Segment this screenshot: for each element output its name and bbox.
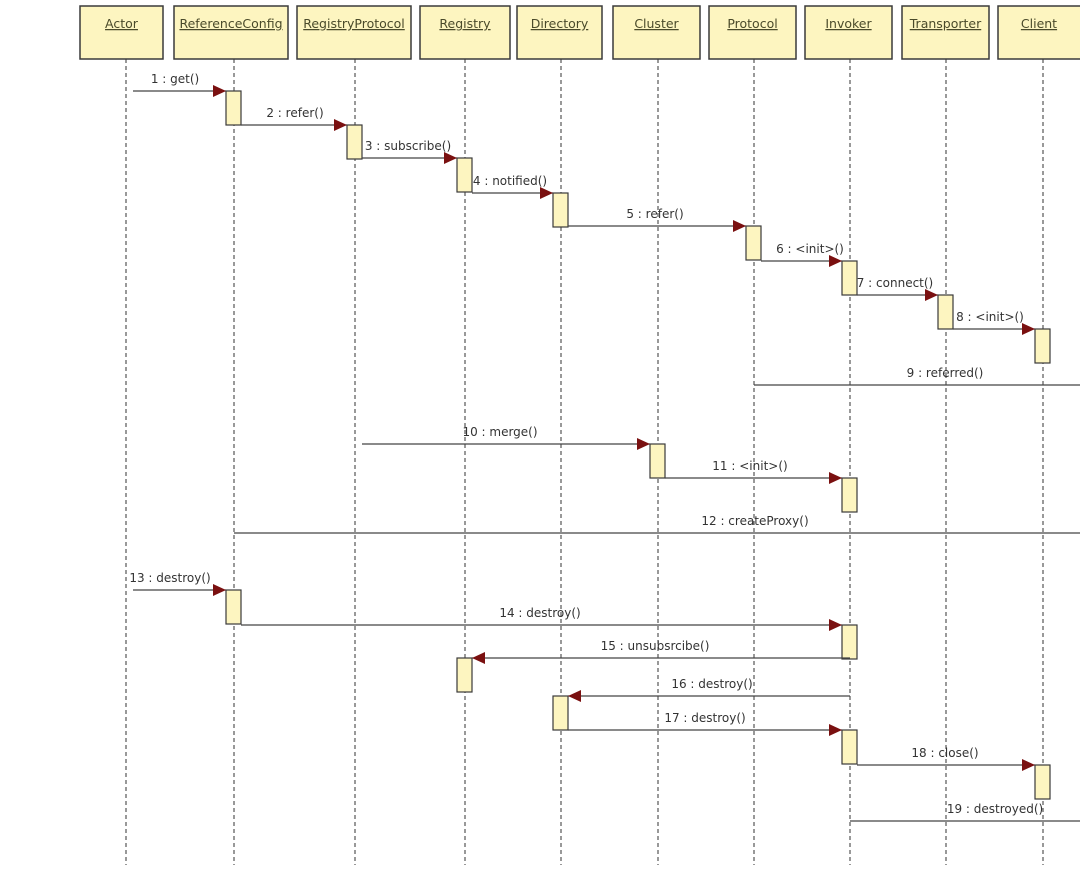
message-label: 11 : <init>()	[712, 459, 787, 473]
arrowhead-icon	[829, 724, 842, 736]
lifeline-label: RegistryProtocol	[303, 16, 405, 31]
message-label: 15 : unsubsrcibe()	[601, 639, 710, 653]
message-label: 9 : referred()	[907, 366, 984, 380]
arrowhead-icon	[334, 119, 347, 131]
activation-bar	[225, 589, 242, 625]
arrowhead-icon	[637, 438, 650, 450]
lifeline-label: Transporter	[909, 16, 982, 31]
lifeline-header-protocol	[708, 5, 797, 60]
lifeline-label: Protocol	[727, 16, 777, 31]
arrowhead-icon	[540, 187, 553, 199]
arrowhead-icon	[213, 85, 226, 97]
message-label: 13 : destroy()	[129, 571, 210, 585]
activation-bar	[456, 657, 473, 693]
arrowhead-icon	[829, 619, 842, 631]
message-label: 7 : connect()	[857, 276, 934, 290]
arrowhead-icon	[829, 472, 842, 484]
arrowhead-icon	[1022, 759, 1035, 771]
lifeline-header-actor	[79, 5, 164, 60]
lifeline-header-transporter	[901, 5, 990, 60]
lifeline-header-referenceconfig	[173, 5, 289, 60]
activation-bar	[456, 157, 473, 193]
message-label: 6 : <init>()	[776, 242, 844, 256]
message-label: 1 : get()	[151, 72, 199, 86]
arrowhead-icon	[1022, 323, 1035, 335]
message-label: 10 : merge()	[462, 425, 537, 439]
message-label: 18 : close()	[911, 746, 978, 760]
activation-bar	[225, 90, 242, 126]
message-label: 3 : subscribe()	[365, 139, 451, 153]
message-label: 12 : createProxy()	[701, 514, 808, 528]
message-label: 19 : destroyed()	[947, 802, 1043, 816]
lifeline-label: Directory	[531, 16, 589, 31]
arrowhead-icon	[472, 652, 485, 664]
message-label: 16 : destroy()	[671, 677, 752, 691]
lifeline-label: Registry	[439, 16, 491, 31]
message-label: 17 : destroy()	[664, 711, 745, 725]
lifeline-header-registry	[419, 5, 511, 60]
arrowhead-icon	[444, 152, 457, 164]
message-label: 2 : refer()	[266, 106, 323, 120]
arrowhead-icon	[925, 289, 938, 301]
activation-bar	[346, 124, 363, 160]
lifeline-header-cluster	[612, 5, 701, 60]
activation-bar	[745, 225, 762, 261]
activation-bar	[841, 729, 858, 765]
activation-bar	[841, 260, 858, 296]
activation-bar	[937, 294, 954, 330]
activation-bar	[552, 192, 569, 228]
lifeline-label: Client	[1021, 16, 1057, 31]
activation-bar	[841, 477, 858, 513]
lifeline-label: ReferenceConfig	[179, 16, 282, 31]
message-label: 14 : destroy()	[499, 606, 580, 620]
message-label: 5 : refer()	[626, 207, 683, 221]
message-label: 4 : notified()	[473, 174, 547, 188]
lifeline-label: Actor	[105, 16, 139, 31]
activation-bar	[1034, 328, 1051, 364]
lifeline-header-registryprotocol	[296, 5, 412, 60]
activation-bar	[1034, 764, 1051, 800]
arrowhead-icon	[213, 584, 226, 596]
lifeline-label: Cluster	[634, 16, 679, 31]
lifeline-header-client	[997, 5, 1080, 60]
activation-bar	[841, 624, 858, 660]
activation-bar	[649, 443, 666, 479]
lifeline-header-directory	[516, 5, 603, 60]
arrowhead-icon	[568, 690, 581, 702]
activation-bar	[552, 695, 569, 731]
lifeline-label: Invoker	[825, 16, 872, 31]
lifeline-header-invoker	[804, 5, 893, 60]
message-label: 8 : <init>()	[956, 310, 1024, 324]
arrowhead-icon	[829, 255, 842, 267]
arrowhead-icon	[733, 220, 746, 232]
